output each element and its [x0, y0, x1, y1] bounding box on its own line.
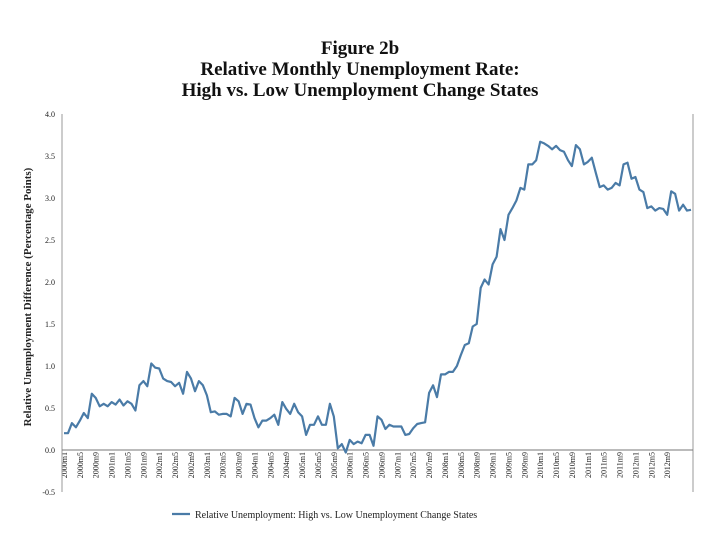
y-tick-label: 3.0: [45, 194, 55, 203]
y-tick-label: 2.0: [45, 278, 55, 287]
x-tick-label: 2002m1: [155, 452, 164, 478]
y-axis-label: Relative Unemployment Difference (Percen…: [22, 167, 34, 426]
x-tick-label: 2006m9: [377, 452, 386, 478]
y-tick-label: -0.5: [42, 488, 55, 497]
x-tick-label: 2004m1: [250, 452, 259, 478]
x-tick-label: 2007m1: [393, 452, 402, 478]
x-tick-label: 2006m5: [362, 452, 371, 478]
x-tick-label: 2003m5: [219, 452, 228, 478]
x-tick-label: 2002m5: [171, 452, 180, 478]
y-axis-ticks: 4.0 3.5 3.0 2.5 2.0 1.5 1.0 0.5 0.0 -0.5: [42, 110, 55, 497]
x-axis-ticks: 2000m1 2000m5 2000m9 2001m1 2001m5 2001m9 2002…: [60, 452, 672, 478]
x-tick-label: 2004m9: [282, 452, 291, 478]
series-line: [64, 140, 692, 454]
x-tick-label: 2008m9: [473, 452, 482, 478]
x-tick-label: 2012m9: [663, 452, 672, 478]
x-tick-label: 2003m9: [235, 452, 244, 478]
x-tick-label: 2009m9: [520, 452, 529, 478]
title-line-1: Figure 2b: [320, 38, 400, 59]
x-tick-label: 2011m9: [616, 452, 625, 478]
x-tick-label: 2001m1: [108, 452, 117, 478]
x-tick-label: 2009m5: [504, 452, 513, 478]
x-tick-label: 2011m1: [584, 452, 593, 478]
legend-label: Relative Unemployment: High vs. Low Unem…: [195, 510, 477, 521]
x-tick-label: 2012m1: [631, 452, 640, 478]
y-tick-label: 0.5: [45, 404, 55, 413]
x-tick-label: 2010m5: [552, 452, 561, 478]
x-tick-label: 2006m1: [346, 452, 355, 478]
title-line-3: High vs. Low Unemployment Change States: [181, 80, 539, 101]
x-tick-label: 2008m5: [457, 452, 466, 478]
y-tick-label: 4.0: [45, 110, 55, 119]
x-tick-label: 2005m1: [298, 452, 307, 478]
y-tick-label: 1.5: [45, 320, 55, 329]
x-tick-label: 2009m1: [489, 452, 498, 478]
x-tick-label: 2010m9: [568, 452, 577, 478]
x-tick-label: 2008m1: [441, 452, 450, 478]
y-tick-label: 3.5: [45, 152, 55, 161]
x-tick-label: 2000m5: [76, 452, 85, 478]
title-line-2: Relative Monthly Unemployment Rate:: [200, 59, 520, 80]
x-tick-label: 2007m5: [409, 452, 418, 478]
x-tick-label: 2000m9: [92, 452, 101, 478]
x-tick-label: 2001m5: [123, 452, 132, 478]
y-tick-label: 2.5: [45, 236, 55, 245]
x-tick-label: 2005m5: [314, 452, 323, 478]
y-tick-label: 1.0: [45, 362, 55, 371]
x-tick-label: 2002m9: [187, 452, 196, 478]
x-tick-label: 2011m5: [600, 452, 609, 478]
x-tick-label: 2010m1: [536, 452, 545, 478]
chart-title: Figure 2b Relative Monthly Unemployment …: [0, 38, 720, 101]
x-tick-label: 2012m5: [647, 452, 656, 478]
x-tick-label: 2007m9: [425, 452, 434, 478]
x-tick-label: 2000m1: [60, 452, 69, 478]
y-tick-label: 0.0: [45, 446, 55, 455]
x-tick-label: 2004m5: [266, 452, 275, 478]
x-tick-label: 2003m1: [203, 452, 212, 478]
x-tick-label: 2001m9: [139, 452, 148, 478]
x-tick-label: 2005m9: [330, 452, 339, 478]
